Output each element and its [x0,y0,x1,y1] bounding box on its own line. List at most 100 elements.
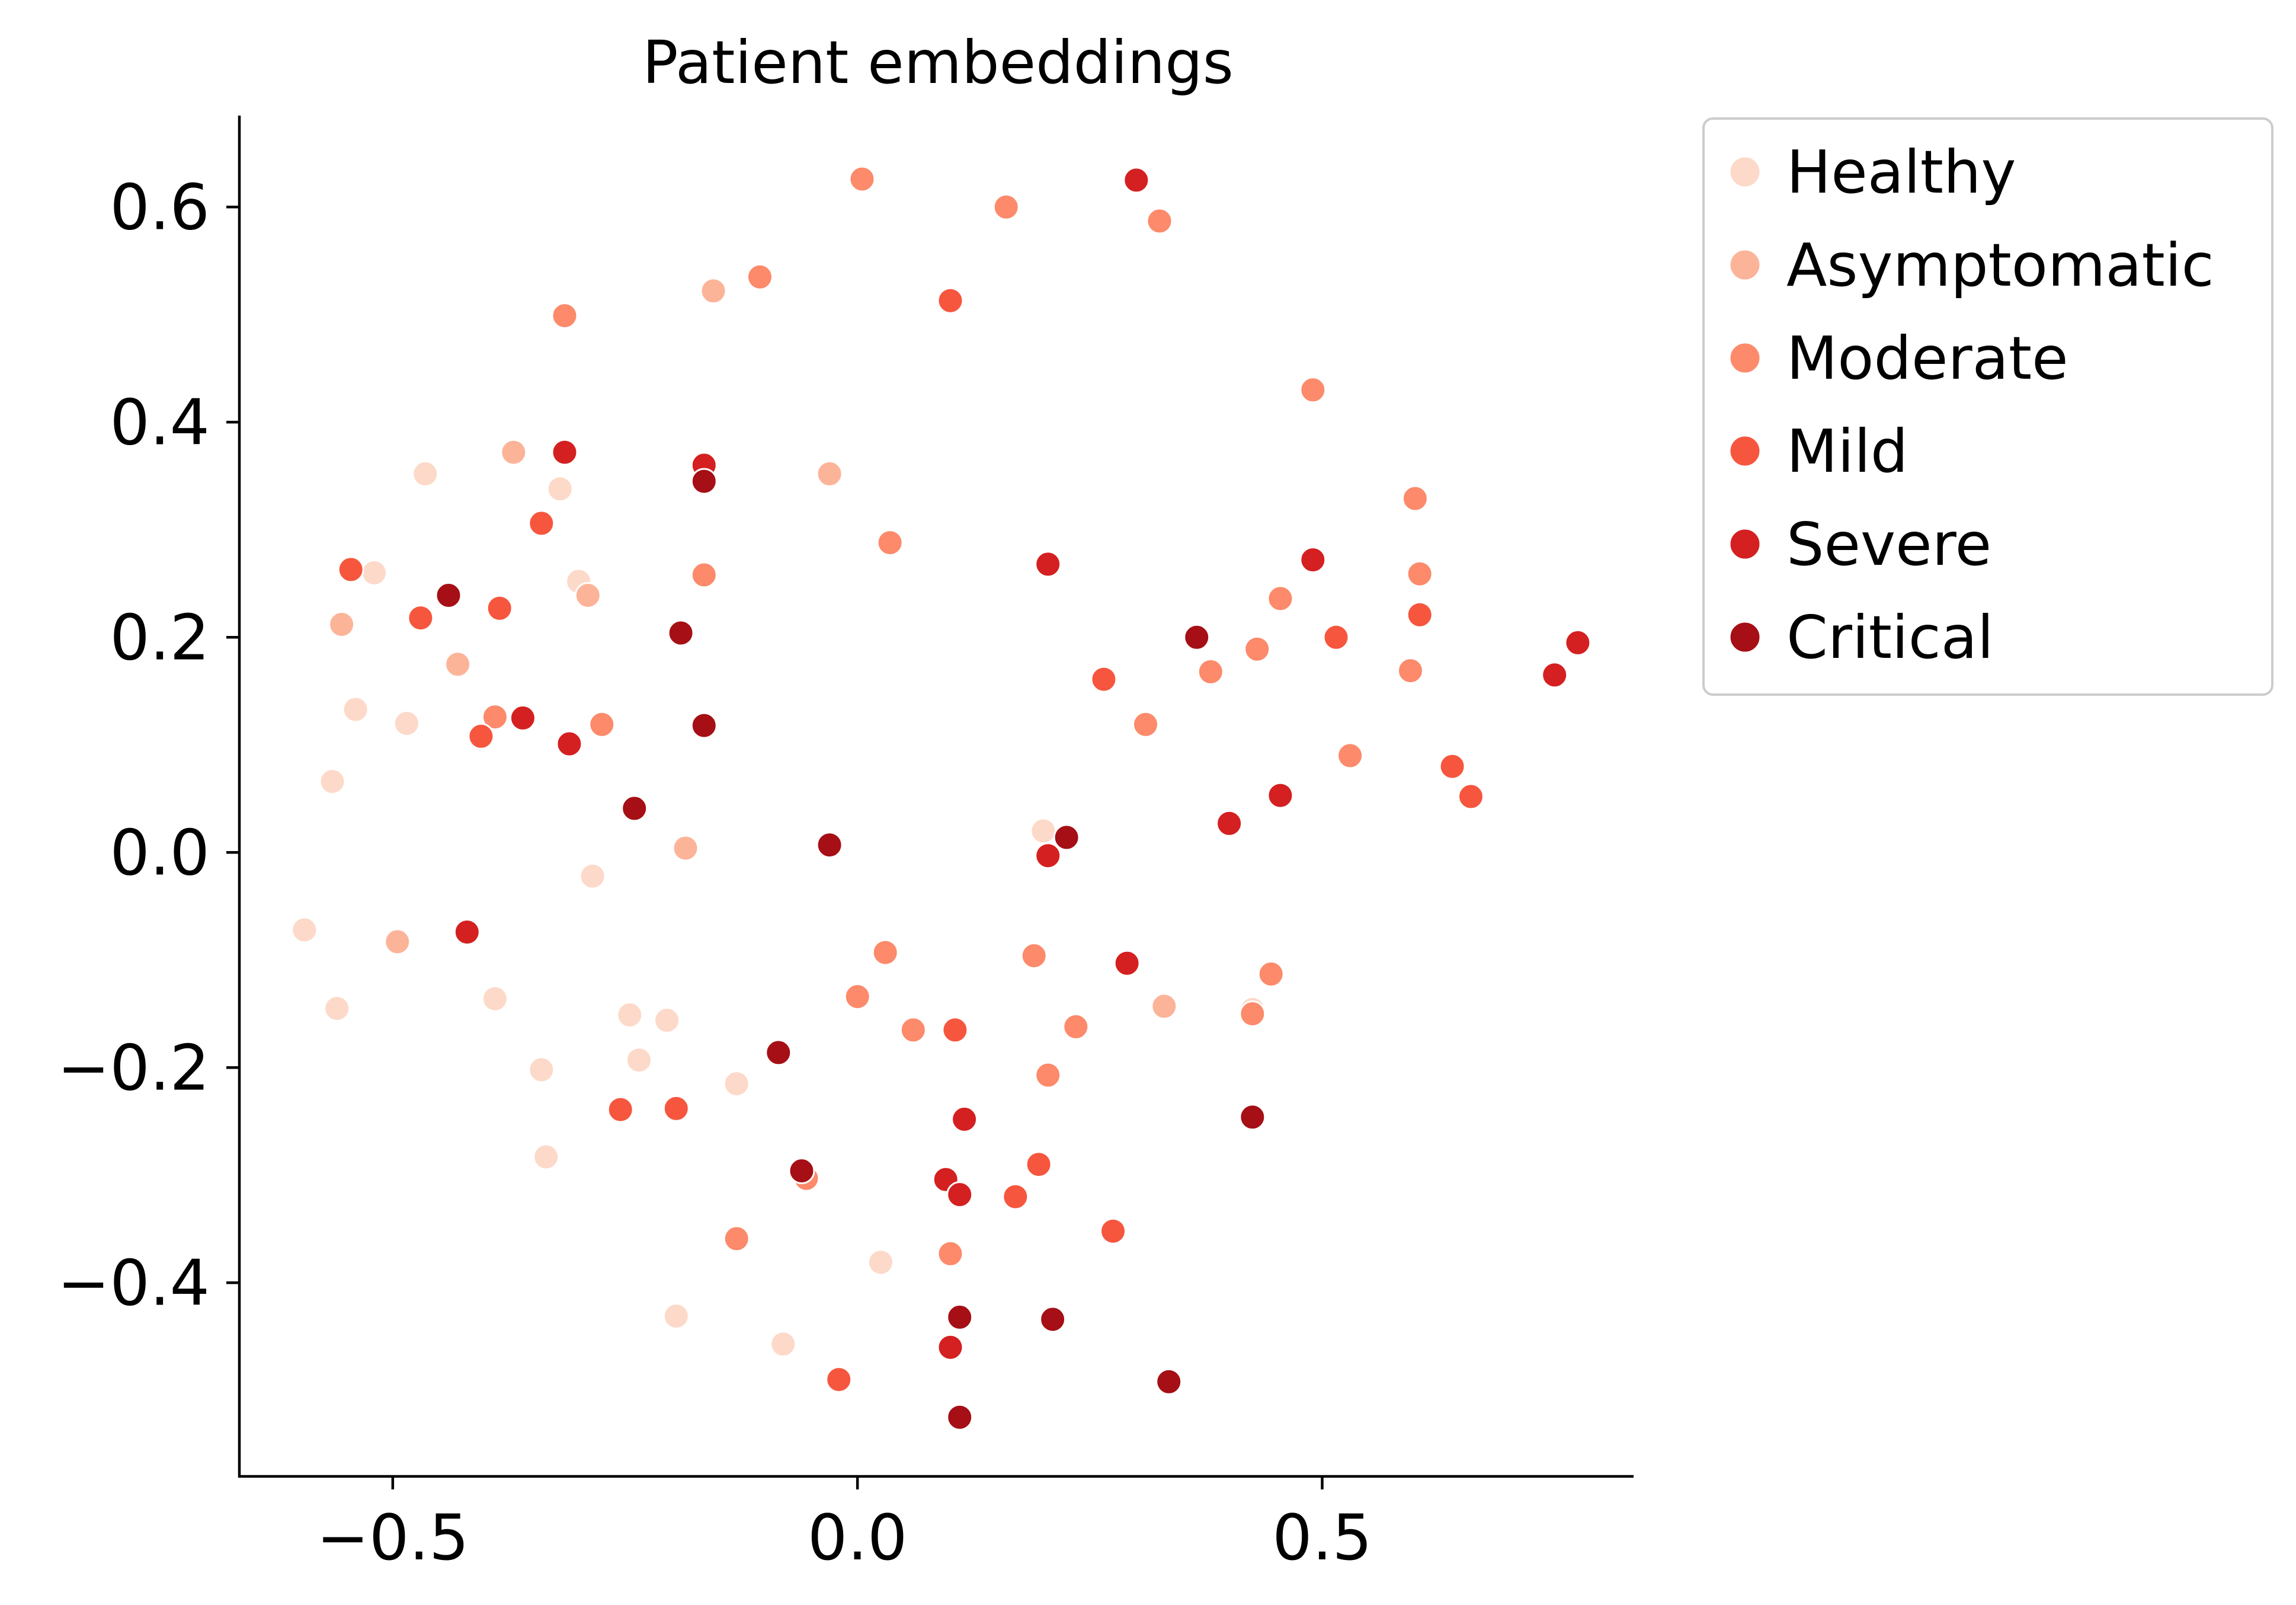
point-mild-6 [1090,666,1117,693]
legend-item-mild: Mild [1728,417,1908,486]
point-healthy-20 [1030,817,1057,845]
point-asymptomatic-8 [1151,993,1178,1020]
point-critical-0 [435,582,462,609]
point-severe-15 [946,1181,974,1208]
point-moderate-1 [992,193,1020,220]
point-mild-13 [942,1016,969,1044]
point-moderate-5 [1299,376,1327,404]
point-critical-5 [816,832,843,859]
point-severe-17 [951,1105,978,1133]
point-asymptomatic-1 [574,582,601,609]
point-moderate-15 [1337,742,1364,769]
chart-title: Patient embeddings [642,28,1234,97]
point-severe-3 [556,730,583,757]
point-critical-10 [1239,1104,1266,1131]
point-healthy-1 [546,475,574,503]
series-mild [337,287,1484,1393]
point-severe-11 [1035,842,1062,869]
point-severe-12 [453,919,481,946]
legend-marker [1728,621,1762,654]
point-moderate-3 [747,263,773,290]
point-severe-10 [1267,782,1294,809]
point-critical-14 [946,1403,974,1431]
point-moderate-9 [1406,560,1433,587]
legend-label: Asymptomatic [1786,231,2214,300]
point-mild-15 [1002,1183,1029,1210]
point-asymptomatic-5 [816,460,843,487]
point-moderate-28 [723,1225,750,1252]
point-mild-17 [1100,1217,1126,1245]
point-mild-4 [467,722,495,750]
point-healthy-5 [393,710,420,737]
legend-item-healthy: Healthy [1728,138,2016,207]
legend: Healthy Asymptomatic Moderate Mild Severe Cri… [1702,117,2273,696]
point-mild-3 [528,510,555,537]
point-critical-3 [690,712,718,739]
point-healthy-16 [533,1143,560,1171]
point-critical-8 [765,1039,792,1066]
point-mild-9 [1439,753,1466,780]
point-moderate-27 [937,1240,964,1267]
point-asymptomatic-6 [672,835,699,862]
y-axis-ticks: −0.4 −0.2 0.0 0.2 0.4 0.6 [57,171,239,1319]
point-healthy-17 [662,1303,690,1330]
point-moderate-23 [1257,960,1285,987]
point-moderate-0 [848,165,876,193]
point-mild-16 [825,1366,853,1393]
point-critical-9 [788,1158,815,1184]
point-asymptomatic-0 [500,439,527,466]
point-critical-2 [667,619,694,647]
series-moderate [481,165,1433,1267]
point-healthy-9 [324,995,351,1022]
y-tick-label: −0.2 [57,1031,210,1104]
legend-label: Healthy [1786,138,2016,207]
legend-label: Mild [1786,417,1908,486]
point-healthy-7 [579,862,606,890]
point-severe-5 [1035,551,1062,578]
point-moderate-18 [872,939,899,966]
point-healthy-8 [291,916,318,944]
point-severe-9 [1216,810,1243,837]
scatter-points [291,165,1591,1431]
legend-marker [1728,248,1762,282]
point-healthy-19 [867,1249,894,1276]
legend-marker [1728,155,1762,188]
x-axis-ticks: −0.5 0.0 0.5 [316,1476,1372,1574]
x-tick-label: −0.5 [316,1501,469,1574]
point-moderate-20 [899,1016,927,1044]
point-severe-0 [1123,167,1150,194]
point-severe-1 [551,439,578,466]
point-critical-1 [690,468,718,495]
point-mild-1 [407,605,434,632]
point-healthy-15 [723,1070,750,1097]
point-asymptomatic-2 [444,651,472,678]
point-asymptomatic-3 [328,611,356,638]
point-moderate-24 [1239,1000,1266,1027]
point-moderate-14 [1132,711,1159,738]
point-mild-5 [937,287,964,314]
point-healthy-13 [626,1047,652,1074]
point-healthy-6 [319,768,346,795]
point-moderate-2 [1146,207,1173,235]
point-severe-16 [937,1334,964,1361]
point-healthy-3 [361,559,388,586]
x-tick-label: 0.0 [808,1501,908,1574]
point-mild-2 [486,594,513,622]
point-healthy-14 [528,1056,555,1083]
legend-label: Moderate [1786,324,2068,393]
point-mild-10 [1458,783,1484,810]
series-asymptomatic [328,277,1178,1020]
point-asymptomatic-4 [700,277,727,305]
point-moderate-6 [1401,485,1429,512]
point-moderate-13 [1397,657,1424,685]
point-healthy-0 [412,460,439,487]
point-critical-12 [1039,1306,1067,1333]
point-severe-13 [1113,949,1141,977]
series-critical [435,468,1266,1431]
point-moderate-17 [588,711,616,738]
legend-frame [1702,117,2273,696]
point-moderate-10 [1267,585,1294,612]
series-healthy [291,460,1266,1358]
legend-marker [1728,341,1762,375]
